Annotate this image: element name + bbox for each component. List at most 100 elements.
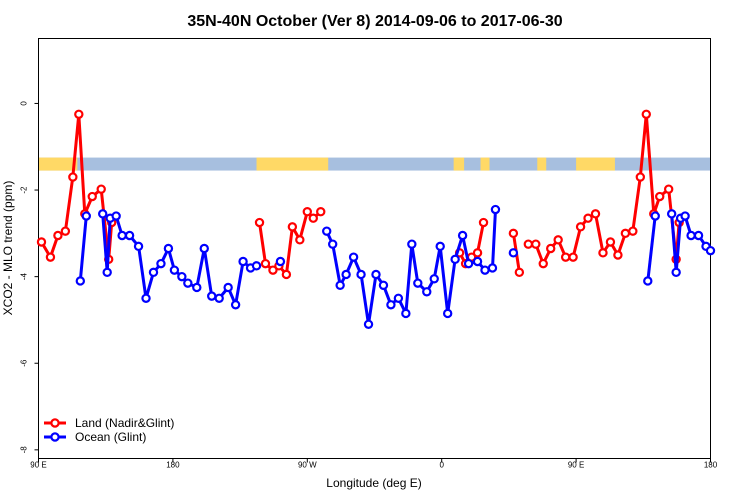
ocean-data-point bbox=[199, 243, 209, 254]
land-data-point bbox=[635, 172, 646, 182]
land-data-point bbox=[53, 230, 63, 241]
ocean-data-point bbox=[207, 291, 217, 301]
y-tick-label: -2 bbox=[20, 186, 29, 194]
ocean-series-line bbox=[101, 213, 258, 307]
land-data-point bbox=[620, 228, 631, 239]
ocean-data-point bbox=[163, 243, 174, 254]
ocean-data-point bbox=[356, 269, 366, 280]
ocean-data-point bbox=[335, 280, 345, 291]
land-data-point bbox=[268, 265, 278, 275]
land-data-point bbox=[36, 237, 47, 247]
ocean-data-point bbox=[671, 267, 681, 278]
land-data-point bbox=[514, 267, 525, 278]
land-data-point bbox=[60, 226, 71, 236]
land-data-point bbox=[308, 213, 318, 223]
ocean-data-point bbox=[230, 300, 241, 310]
ocean-data-point bbox=[156, 258, 166, 269]
y-tick-label: -8 bbox=[20, 446, 29, 454]
ocean-data-point bbox=[643, 276, 653, 286]
land-data-point bbox=[295, 235, 305, 245]
land-series-line bbox=[528, 112, 681, 266]
ocean-data-point bbox=[98, 209, 108, 219]
ocean-data-point bbox=[463, 258, 474, 269]
ocean-series-line bbox=[646, 215, 657, 282]
ocean-data-point bbox=[705, 245, 716, 256]
ocean-data-point bbox=[378, 280, 389, 291]
land-band bbox=[38, 157, 78, 171]
y-tick-label: -4 bbox=[20, 273, 29, 281]
land-data-point bbox=[87, 191, 97, 202]
x-tick-label: 180 bbox=[166, 461, 180, 470]
land-band bbox=[576, 157, 615, 171]
land-data-point bbox=[531, 239, 541, 249]
x-tick-label: 180 bbox=[704, 461, 718, 470]
ocean-data-point bbox=[251, 261, 262, 271]
ocean-data-point bbox=[480, 265, 490, 275]
land-ocean-mask bbox=[38, 157, 711, 171]
land-data-point bbox=[641, 109, 651, 119]
y-axis: 0 -2 -4 -6 -8 bbox=[20, 101, 39, 454]
ocean-data-point bbox=[650, 211, 660, 221]
ocean-data-point bbox=[422, 287, 432, 297]
legend-land-label: Land (Nadir&Glint) bbox=[75, 416, 174, 430]
land-band bbox=[480, 157, 490, 171]
ocean-data-point bbox=[275, 256, 286, 267]
ocean-data-point bbox=[327, 239, 338, 249]
land-data-point bbox=[74, 109, 84, 119]
land-data-point bbox=[605, 237, 616, 247]
land-data-point bbox=[568, 252, 578, 262]
series-layer bbox=[36, 109, 716, 329]
land-data-point bbox=[281, 269, 292, 280]
ocean-data-point bbox=[183, 278, 193, 288]
ocean-data-point bbox=[435, 241, 445, 252]
x-tick-label: 0 bbox=[439, 461, 444, 470]
ocean-data-point bbox=[442, 308, 453, 319]
land-data-point bbox=[472, 248, 483, 258]
ocean-data-point bbox=[133, 241, 144, 252]
land-data-point bbox=[546, 243, 556, 254]
ocean-data-point bbox=[177, 271, 187, 282]
land-data-point bbox=[45, 252, 56, 262]
legend-land-marker bbox=[50, 418, 60, 428]
land-band bbox=[537, 157, 547, 171]
ocean-data-point bbox=[348, 252, 359, 262]
x-tick-label: 90 E bbox=[568, 461, 584, 470]
ocean-data-point bbox=[192, 282, 202, 293]
ocean-data-point bbox=[487, 263, 498, 273]
land-data-point bbox=[508, 228, 519, 239]
ocean-data-point bbox=[457, 230, 468, 241]
ocean-data-point bbox=[81, 211, 91, 221]
ocean-data-point bbox=[490, 204, 501, 215]
land-data-point bbox=[254, 217, 265, 228]
land-data-point bbox=[575, 222, 586, 232]
ocean-data-point bbox=[363, 319, 374, 329]
x-tick-label: 90 W bbox=[298, 461, 317, 470]
ocean-data-point bbox=[238, 256, 248, 267]
ocean-data-point bbox=[102, 267, 112, 278]
ocean-series-line bbox=[78, 215, 88, 282]
ocean-data-point bbox=[141, 293, 151, 303]
legend-ocean-marker bbox=[50, 432, 60, 442]
ocean-data-point bbox=[429, 274, 439, 284]
ocean-data-point bbox=[666, 209, 677, 219]
x-tick-label: 90 E bbox=[30, 461, 46, 470]
land-data-point bbox=[287, 222, 298, 232]
legend: Land (Nadir&Glint)Ocean (Glint) bbox=[44, 416, 174, 444]
land-data-point bbox=[553, 235, 563, 245]
land-data-point bbox=[316, 206, 326, 217]
ocean-data-point bbox=[169, 265, 180, 275]
land-data-point bbox=[583, 213, 593, 223]
ocean-data-point bbox=[472, 256, 483, 267]
ocean-data-point bbox=[450, 254, 460, 265]
y-tick-label: -6 bbox=[20, 359, 29, 367]
ocean-data-point bbox=[117, 230, 127, 241]
land-band bbox=[453, 157, 465, 171]
ocean-data-point bbox=[680, 211, 690, 221]
x-axis: 90 E 180 90 W 0 90 E 180 bbox=[30, 458, 718, 470]
land-data-point bbox=[655, 191, 665, 202]
land-data-point bbox=[302, 206, 312, 217]
land-data-point bbox=[260, 258, 271, 269]
ocean-data-point bbox=[124, 230, 135, 241]
x-axis-label: Longitude (deg E) bbox=[326, 476, 421, 490]
